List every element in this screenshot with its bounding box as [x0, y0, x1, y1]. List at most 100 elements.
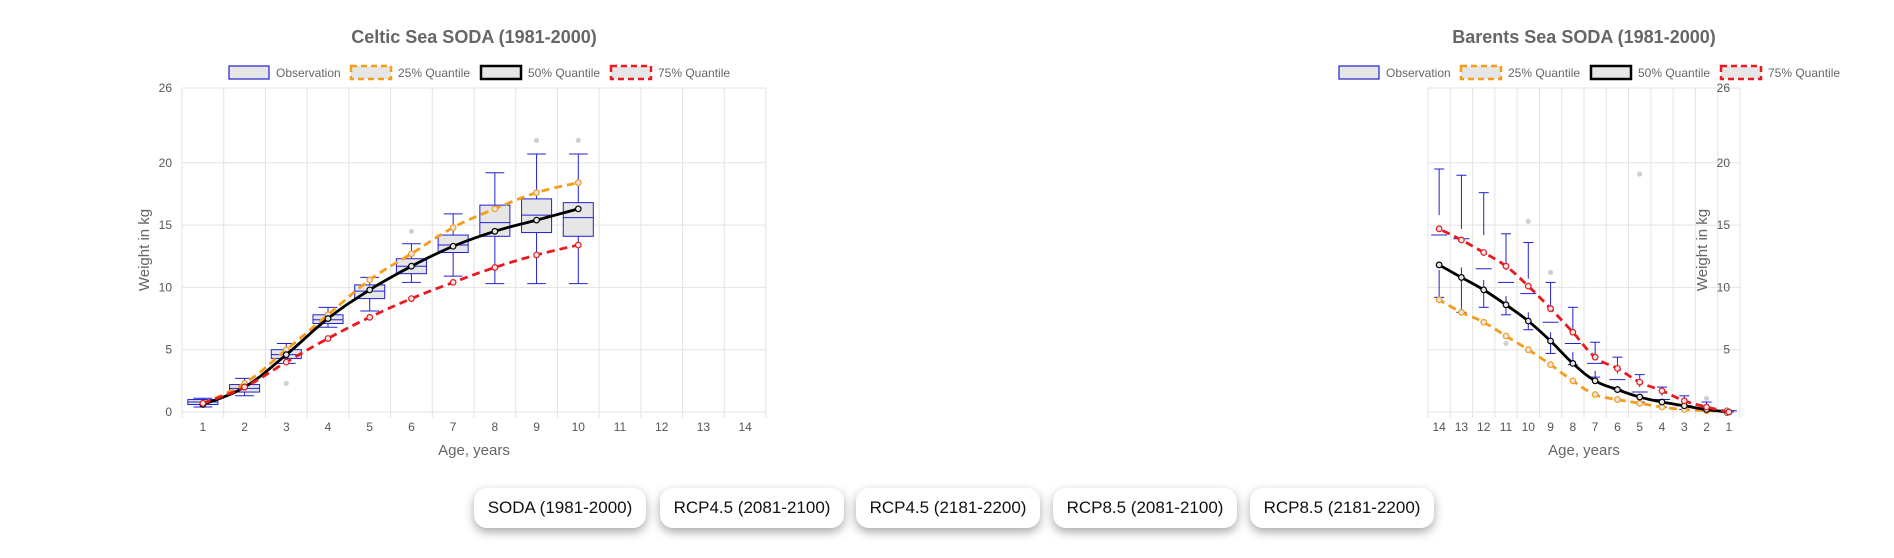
- x-tick-label: 13: [1455, 420, 1469, 434]
- y-tick-label: 5: [165, 343, 172, 357]
- series-point-q75: [324, 335, 332, 342]
- x-tick-label: 10: [1522, 420, 1536, 434]
- soda-1981-2000-button[interactable]: SODA (1981-2000): [474, 488, 646, 528]
- celtic-sea-chart: Celtic Sea SODA (1981-2000) Observation 25…: [0, 0, 947, 470]
- x-tick-label: 11: [1500, 420, 1513, 434]
- series-point-q75: [1591, 353, 1599, 361]
- y-axis-label: Weight in kg: [136, 209, 153, 291]
- series-line-q75: [202, 243, 579, 405]
- legend-swatch-q25: [1459, 64, 1503, 81]
- x-tick-label: 9: [533, 420, 540, 434]
- box-age-9: [521, 153, 553, 285]
- series-point-q75: [1614, 364, 1621, 372]
- legend-swatch-q25: [349, 64, 393, 81]
- series-point-q75: [1725, 408, 1733, 416]
- y-tick-label: 10: [1717, 280, 1731, 294]
- series-point-q25: [491, 205, 499, 213]
- series-point-q25: [1502, 332, 1510, 340]
- outlier-point: [575, 137, 581, 143]
- series-point-q75: [574, 241, 582, 249]
- x-tick-label: 9: [1547, 420, 1554, 434]
- series-point-q75: [1458, 236, 1465, 244]
- x-tick-label: 14: [738, 420, 752, 434]
- chart-legend: Observation 25% Quantile 50% Quantile 75% Q…: [1338, 64, 1840, 81]
- legend-swatch-q50: [479, 64, 523, 81]
- x-tick-label: 6: [408, 420, 415, 434]
- x-tick-label: 2: [241, 420, 248, 434]
- x-tick-label: 3: [1681, 420, 1688, 434]
- x-tick-label: 13: [697, 420, 711, 434]
- series-point-q75: [1658, 387, 1666, 395]
- series-point-q75: [1680, 397, 1688, 405]
- series-point-q25: [1569, 377, 1577, 385]
- x-tick-label: 12: [655, 420, 669, 434]
- series-point-q75: [449, 279, 457, 286]
- legend-swatch-q75: [609, 64, 653, 81]
- x-tick-label: 7: [1592, 420, 1599, 434]
- legend-label-q50: 50% Quantile: [528, 66, 600, 80]
- x-tick-label: 1: [200, 420, 207, 434]
- box-age-12: [1475, 192, 1492, 308]
- chart-legend: Observation 25% Quantile 50% Quantile 75% Q…: [228, 64, 730, 81]
- series-point-q50: [1524, 317, 1532, 325]
- series-point-q25: [449, 224, 457, 231]
- box-age-6: [1609, 356, 1626, 391]
- box-age-8: [1564, 306, 1581, 366]
- rcp85-2181-2200-button[interactable]: RCP8.5 (2181-2200): [1250, 488, 1434, 528]
- legend-label-q25: 25% Quantile: [398, 66, 470, 80]
- series-point-q75: [533, 251, 540, 259]
- x-tick-label: 1: [1726, 420, 1733, 434]
- y-tick-label: 20: [1717, 156, 1731, 170]
- outlier-point: [408, 228, 415, 234]
- box-age-10: [562, 153, 594, 285]
- series-point-q25: [1435, 296, 1443, 304]
- barents-sea-chart: Barents Sea SODA (1981-2000) Observation 2…: [947, 0, 1894, 470]
- legend-label-q50: 50% Quantile: [1638, 66, 1710, 80]
- scenario-button-row: SODA (1981-2000) RCP4.5 (2081-2100) RCP4…: [0, 488, 1894, 530]
- legend-swatch-q50: [1589, 64, 1633, 81]
- rcp85-2081-2100-button[interactable]: RCP8.5 (2081-2100): [1053, 488, 1237, 528]
- series-line-q50: [202, 207, 579, 406]
- box-age-14: [1431, 168, 1448, 298]
- series-point-q25: [408, 250, 415, 258]
- series-point-q50: [1502, 301, 1510, 309]
- x-tick-label: 3: [283, 420, 290, 434]
- series-point-q50: [533, 216, 540, 224]
- x-tick-label: 4: [325, 420, 332, 434]
- series-point-q50: [1480, 286, 1488, 294]
- legend-label-observation: Observation: [1386, 66, 1451, 80]
- x-axis-label: Age, years: [1548, 442, 1620, 459]
- series-point-q75: [1547, 305, 1554, 312]
- rcp45-2081-2100-button[interactable]: RCP4.5 (2081-2100): [660, 488, 844, 528]
- series-point-q25: [1636, 399, 1644, 407]
- outlier-point: [1503, 340, 1509, 347]
- series-point-q50: [1569, 360, 1577, 367]
- x-tick-label: 2: [1703, 420, 1710, 434]
- rcp45-2181-2200-button[interactable]: RCP4.5 (2181-2200): [856, 488, 1040, 528]
- series-point-q50: [491, 227, 499, 235]
- series-point-q75: [1502, 262, 1510, 270]
- legend-label-q75: 75% Quantile: [1768, 66, 1840, 80]
- outlier-point: [1637, 171, 1643, 177]
- legend-swatch-q75: [1719, 64, 1763, 81]
- series-point-q50: [1636, 393, 1644, 401]
- x-tick-label: 11: [614, 420, 627, 434]
- x-tick-label: 14: [1432, 420, 1446, 434]
- series-point-q75: [1524, 282, 1532, 290]
- series-point-q25: [1480, 318, 1488, 326]
- series-point-q25: [533, 189, 540, 197]
- y-tick-label: 15: [159, 218, 173, 232]
- x-tick-label: 8: [1570, 420, 1577, 434]
- chart-title: Barents Sea SODA (1981-2000): [1452, 27, 1715, 47]
- series-point-q50: [574, 205, 582, 213]
- celtic-sea-chart-svg: Celtic Sea SODA (1981-2000)Observation 25…: [136, 27, 767, 459]
- box-iqr: [521, 198, 553, 234]
- grid: [1427, 87, 1741, 418]
- series-point-q50: [1458, 274, 1465, 281]
- chart-title: Celtic Sea SODA (1981-2000): [351, 27, 596, 47]
- series-point-q25: [1458, 308, 1465, 316]
- grid: [181, 87, 767, 418]
- series-point-q75: [408, 295, 415, 303]
- legend-label-q75: 75% Quantile: [658, 66, 730, 80]
- series-point-q50: [1658, 398, 1666, 406]
